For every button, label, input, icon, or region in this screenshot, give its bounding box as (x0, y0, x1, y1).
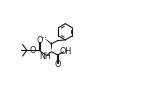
Text: O: O (36, 36, 43, 45)
Text: ···: ··· (40, 35, 47, 41)
Text: NH: NH (39, 52, 51, 61)
Text: O: O (30, 46, 36, 55)
Text: OH: OH (60, 47, 72, 56)
Text: O: O (54, 60, 61, 69)
Polygon shape (51, 44, 52, 52)
